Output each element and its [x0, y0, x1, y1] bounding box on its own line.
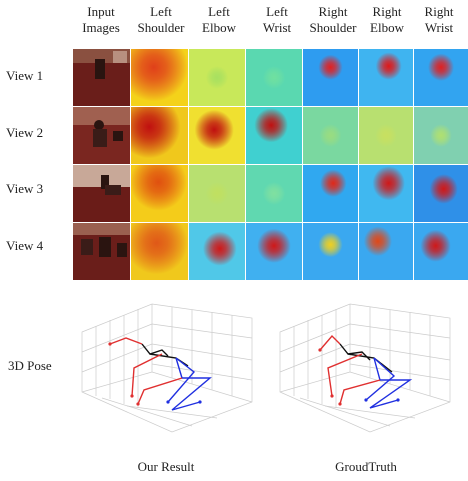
column-header-input-images: Input Images — [72, 4, 130, 36]
header-line: Left — [266, 4, 288, 19]
input-image-view-2 — [73, 107, 130, 164]
heatmap-cell — [303, 107, 358, 164]
heatmap-cell — [246, 107, 302, 164]
column-header-right-wrist: Right Wrist — [410, 4, 468, 36]
skeleton — [319, 334, 413, 409]
heatmap-cell — [246, 223, 302, 280]
heatmap-cell — [131, 49, 188, 106]
header-line: Elbow — [370, 20, 404, 35]
heatmap-cell — [131, 223, 188, 280]
column-header-right-shoulder: Right Shoulder — [304, 4, 362, 36]
heatmap-cell — [303, 223, 358, 280]
heatmap-cell — [359, 223, 413, 280]
3d-grid-box — [279, 303, 451, 433]
joints — [108, 342, 140, 406]
skeleton — [109, 337, 212, 411]
heatmap-cell — [303, 49, 358, 106]
header-line: Wrist — [424, 20, 454, 35]
heatmap-cell — [359, 107, 413, 164]
heatmap-cell — [414, 107, 468, 164]
heatmap-cell — [189, 107, 245, 164]
3d-grid-box — [81, 303, 253, 433]
caption-our-result: Our Result — [137, 459, 195, 474]
column-header-right-elbow: Right Elbow — [358, 4, 416, 36]
pose-plot-ground-truth — [279, 303, 451, 433]
heatmap-cell — [131, 165, 188, 222]
heatmap-cell — [131, 107, 188, 164]
heatmap-cell — [414, 165, 468, 222]
header-line: Left — [150, 4, 172, 19]
header-line: Shoulder — [309, 20, 357, 35]
heatmap-cell — [189, 223, 245, 280]
heatmap-cell — [414, 49, 468, 106]
heatmap-cell — [303, 165, 358, 222]
header-line: Right — [424, 4, 454, 19]
column-header-left-shoulder: Left Shoulder — [132, 4, 190, 36]
header-line: Images — [82, 20, 120, 35]
caption-ground-truth: GroudTruth — [335, 459, 397, 474]
row-label-view-2: View 2 — [6, 125, 44, 140]
row-label-view-1: View 1 — [6, 68, 44, 83]
header-line: Left — [208, 4, 230, 19]
pose-plot-our-result — [81, 303, 253, 433]
pose-label: 3D Pose — [8, 358, 52, 373]
column-header-left-wrist: Left Wrist — [248, 4, 306, 36]
heatmap-cell — [359, 165, 413, 222]
heatmap-cell — [189, 165, 245, 222]
heatmap-cell — [359, 49, 413, 106]
input-image-view-4 — [73, 223, 130, 280]
header-line: Wrist — [262, 20, 292, 35]
header-line: Elbow — [202, 20, 236, 35]
heatmap-cell — [189, 49, 245, 106]
header-line: Input — [87, 4, 115, 19]
input-image-view-3 — [73, 165, 130, 222]
heatmap-cell — [414, 223, 468, 280]
heatmap-cell — [246, 165, 302, 222]
header-line: Right — [372, 4, 402, 19]
input-image-view-1 — [73, 49, 130, 106]
heatmap-cell — [246, 49, 302, 106]
header-line: Right — [318, 4, 348, 19]
row-label-view-3: View 3 — [6, 181, 44, 196]
header-line: Shoulder — [137, 20, 185, 35]
column-header-left-elbow: Left Elbow — [190, 4, 248, 36]
row-label-view-4: View 4 — [6, 238, 44, 253]
